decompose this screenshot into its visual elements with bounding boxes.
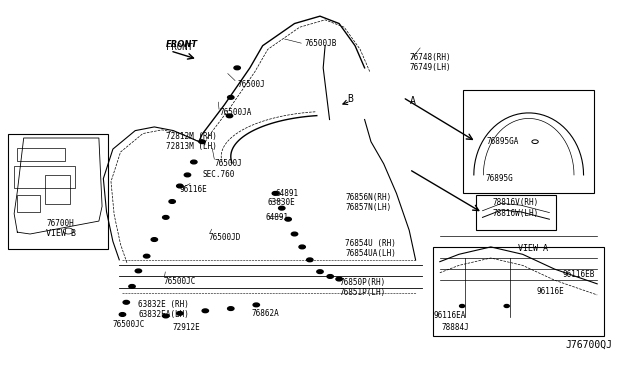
Circle shape [291, 232, 298, 236]
Text: 76895GA: 76895GA [487, 137, 519, 146]
Text: SEC.760: SEC.760 [202, 170, 234, 179]
Circle shape [163, 215, 169, 219]
Text: B: B [348, 94, 353, 104]
Text: 72912E: 72912E [172, 323, 200, 331]
Bar [17, 148, 65, 161]
Text: 96116EA: 96116EA [433, 311, 466, 320]
Text: 96116E: 96116E [537, 287, 564, 296]
Circle shape [460, 305, 465, 308]
Circle shape [202, 309, 209, 312]
Text: VIEW A: VIEW A [518, 244, 548, 253]
Text: 76854U (RH)
76854UA(LH): 76854U (RH) 76854UA(LH) [346, 239, 396, 259]
Text: FRONT: FRONT [166, 40, 198, 49]
Text: 76500J: 76500J [237, 80, 265, 89]
Text: VIEW B: VIEW B [45, 230, 76, 238]
Text: 72812M (RH)
72813M (LH): 72812M (RH) 72813M (LH) [166, 132, 217, 151]
Text: 63832E (RH)
63832EA(LH): 63832E (RH) 63832EA(LH) [138, 300, 189, 320]
Circle shape [119, 312, 125, 316]
Text: 76700H: 76700H [47, 219, 74, 228]
Text: FRONT: FRONT [166, 43, 193, 52]
Bar [463, 90, 594, 193]
Circle shape [285, 217, 291, 221]
Bar [433, 247, 604, 336]
Circle shape [504, 305, 509, 308]
Text: 64891: 64891 [266, 213, 289, 222]
Text: 76500JC: 76500JC [164, 278, 196, 286]
Text: 76500JB: 76500JB [304, 39, 337, 48]
Circle shape [227, 114, 233, 118]
Circle shape [191, 160, 197, 164]
Circle shape [169, 200, 175, 203]
Text: 76500J: 76500J [215, 159, 243, 169]
Text: 78816V(RH)
78816W(LH): 78816V(RH) 78816W(LH) [492, 198, 538, 218]
Text: 76500JD: 76500JD [209, 233, 241, 242]
Circle shape [143, 254, 150, 258]
Circle shape [135, 269, 141, 273]
Circle shape [234, 66, 241, 70]
Circle shape [184, 173, 191, 177]
Text: J76700QJ: J76700QJ [565, 340, 612, 350]
Circle shape [129, 285, 135, 288]
Circle shape [199, 140, 205, 144]
Bar [14, 166, 75, 188]
Text: 76862A: 76862A [252, 309, 280, 318]
Text: 96116EB: 96116EB [562, 270, 595, 279]
Circle shape [278, 206, 285, 210]
Circle shape [336, 277, 342, 281]
Text: 76895G: 76895G [486, 174, 513, 183]
Circle shape [123, 301, 129, 304]
Circle shape [151, 238, 157, 241]
Circle shape [307, 258, 313, 262]
Bar [476, 195, 556, 230]
Circle shape [177, 311, 183, 315]
Text: 78884J: 78884J [441, 323, 469, 331]
Text: A: A [410, 96, 415, 106]
Circle shape [253, 303, 259, 307]
Text: 76500JA: 76500JA [220, 108, 252, 117]
Text: 76856N(RH)
76857N(LH): 76856N(RH) 76857N(LH) [346, 193, 392, 212]
Circle shape [299, 245, 305, 249]
Text: 76850P(RH)
76851P(LH): 76850P(RH) 76851P(LH) [339, 278, 385, 297]
Text: 64891: 64891 [275, 189, 298, 198]
Circle shape [317, 270, 323, 273]
Circle shape [228, 307, 234, 310]
Text: 63830E: 63830E [268, 198, 296, 207]
Circle shape [327, 275, 333, 278]
Text: 76748(RH)
76749(LH): 76748(RH) 76749(LH) [409, 52, 451, 72]
Circle shape [177, 184, 183, 188]
Text: 76500JC: 76500JC [113, 320, 145, 329]
Circle shape [228, 96, 234, 99]
Circle shape [272, 192, 278, 195]
Bar [45, 175, 70, 205]
Bar [8, 134, 108, 249]
Circle shape [163, 314, 169, 318]
Text: 96116E: 96116E [180, 185, 207, 194]
Bar [17, 195, 40, 212]
